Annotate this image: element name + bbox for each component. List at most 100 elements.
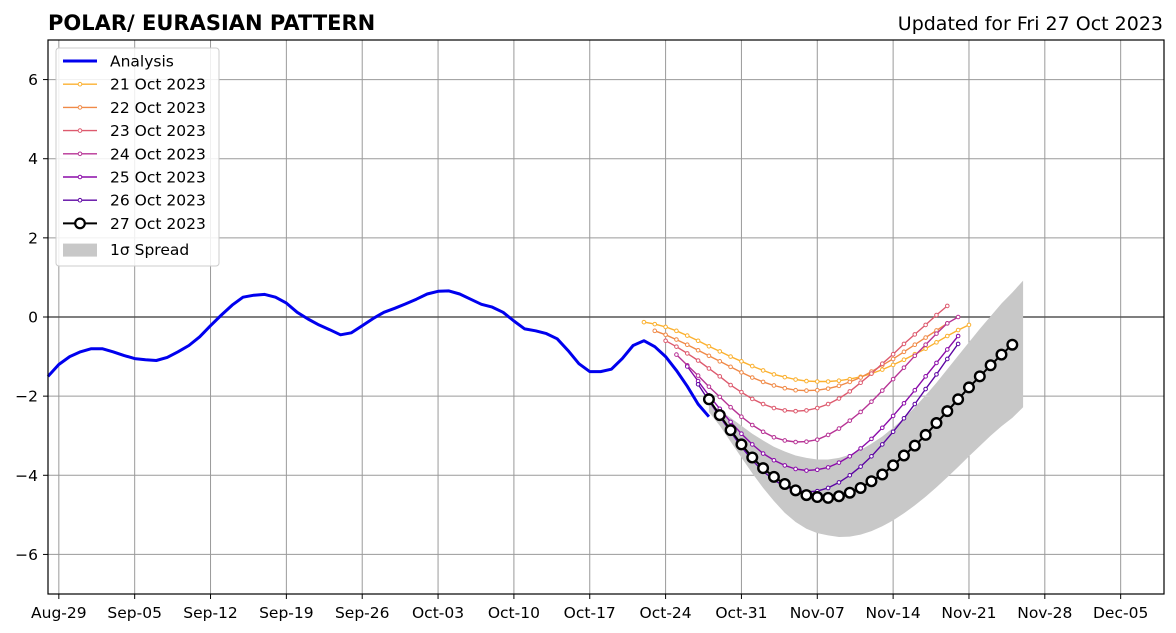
data-point	[702, 393, 715, 406]
data-point	[706, 366, 712, 371]
legend-item: 26 Oct 2023	[63, 192, 206, 210]
data-point	[771, 457, 777, 463]
data-point	[706, 343, 712, 349]
legend-label: 22 Oct 2023	[110, 99, 206, 117]
legend-item: 27 Oct 2023	[63, 215, 206, 233]
data-point	[966, 322, 972, 328]
data-point	[934, 340, 939, 345]
data-point	[908, 439, 921, 452]
x-tick-label: Sep-05	[107, 604, 162, 622]
data-point	[955, 333, 961, 339]
data-point	[847, 472, 853, 478]
data-point	[901, 341, 907, 347]
data-point	[869, 399, 874, 404]
data-point	[749, 375, 755, 380]
data-point	[804, 408, 809, 413]
data-point	[724, 424, 737, 437]
data-point	[822, 491, 835, 504]
legend-marker	[77, 128, 83, 133]
legend-label: 25 Oct 2023	[110, 169, 206, 187]
data-point	[728, 419, 733, 425]
y-tick-label: −4	[15, 467, 38, 485]
x-tick-label: Dec-05	[1093, 604, 1148, 622]
data-point	[952, 393, 965, 406]
data-point	[930, 417, 943, 430]
data-point	[760, 451, 766, 456]
data-point	[923, 346, 928, 351]
chart-title: POLAR/ EURASIAN PATTERN	[48, 11, 375, 35]
data-point	[728, 364, 733, 370]
data-point	[793, 439, 798, 445]
x-tick-label: Nov-28	[1017, 604, 1072, 622]
data-point	[901, 349, 907, 355]
data-point	[858, 409, 863, 415]
x-tick-label: Oct-31	[715, 604, 767, 622]
data-point	[923, 322, 928, 328]
data-point	[760, 401, 766, 407]
data-point	[793, 387, 798, 393]
data-point	[767, 470, 780, 483]
x-tick-label: Aug-29	[31, 604, 87, 622]
data-point	[912, 332, 918, 337]
y-tick-label: 4	[28, 150, 38, 168]
data-point	[945, 347, 950, 352]
data-point	[934, 312, 939, 318]
data-point	[782, 463, 788, 468]
analysis-line	[46, 289, 711, 418]
data-point	[832, 490, 845, 503]
legend-label: 26 Oct 2023	[110, 192, 206, 210]
forecast-series	[702, 338, 1019, 504]
data-point	[912, 342, 918, 348]
data-point	[825, 386, 831, 391]
data-point	[778, 477, 791, 490]
data-point	[901, 357, 907, 363]
spread-area	[708, 280, 1024, 537]
legend-label: 1σ Spread	[110, 241, 189, 259]
legend-swatch	[63, 243, 97, 257]
data-point	[728, 404, 733, 410]
data-point	[923, 374, 928, 379]
data-point	[836, 378, 842, 384]
x-tick-label: Sep-12	[183, 604, 238, 622]
forecast-series	[674, 314, 961, 445]
data-point	[717, 359, 723, 364]
data-point	[847, 453, 853, 459]
data-point	[793, 377, 798, 382]
data-point	[739, 359, 744, 364]
data-point	[811, 491, 824, 504]
legend-item: 25 Oct 2023	[63, 169, 206, 187]
data-point	[749, 422, 755, 428]
data-point	[749, 396, 755, 402]
legend-marker	[74, 217, 86, 230]
data-point	[825, 465, 831, 470]
data-point	[901, 416, 907, 421]
data-point	[995, 348, 1008, 361]
axes: Aug-29 Sep-05 Sep-12 Sep-19 Sep-26 Oct-03 Oct-…	[15, 39, 1165, 622]
data-point	[814, 467, 820, 473]
data-point	[887, 459, 900, 472]
data-point	[869, 371, 874, 376]
data-point	[695, 358, 701, 363]
legend-marker	[77, 197, 83, 203]
data-point	[684, 333, 690, 338]
data-point	[919, 428, 932, 441]
y-tick-label: 6	[28, 71, 38, 89]
data-point	[825, 379, 831, 384]
data-point	[825, 401, 831, 407]
chart-subtitle: Updated for Fri 27 Oct 2023	[898, 13, 1163, 35]
legend-label: Analysis	[110, 53, 174, 71]
data-point	[934, 331, 939, 336]
data-point	[879, 367, 885, 372]
data-point	[945, 321, 950, 326]
x-tick-label: Oct-10	[488, 604, 540, 622]
data-point	[760, 379, 766, 385]
y-tick-label: 0	[28, 309, 38, 327]
data-point	[789, 484, 802, 497]
data-point	[890, 356, 896, 362]
data-point	[674, 344, 679, 349]
data-point	[782, 438, 788, 443]
legend-label: 21 Oct 2023	[110, 76, 206, 94]
forecast-series	[663, 303, 950, 414]
x-tick-label: Oct-24	[640, 604, 692, 622]
